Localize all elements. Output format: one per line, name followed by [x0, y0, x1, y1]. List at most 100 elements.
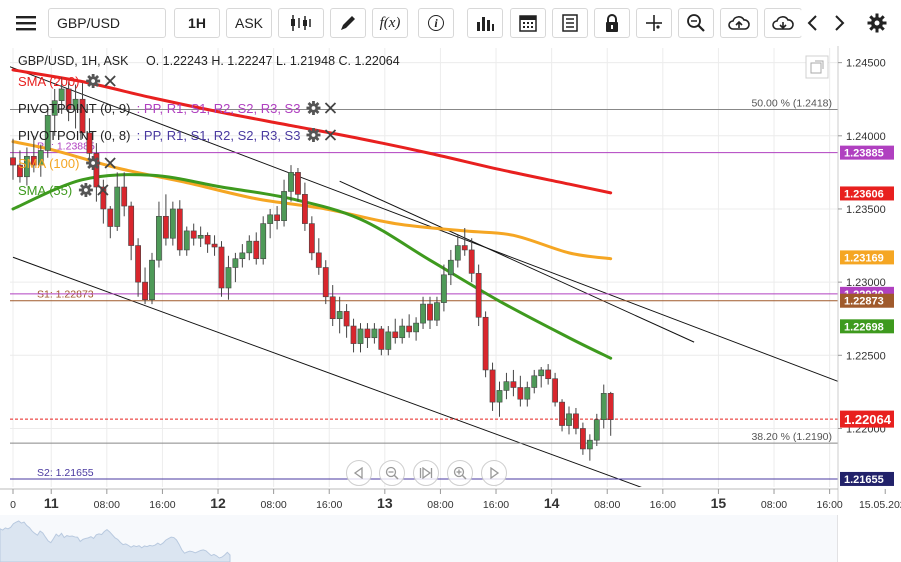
- candle-down: [301, 194, 308, 224]
- close-stroke: [97, 184, 109, 196]
- candle: [218, 241, 225, 297]
- timeframe-button[interactable]: 1H: [174, 8, 220, 38]
- candle: [190, 223, 197, 246]
- price-tag: 1.22064: [840, 410, 894, 428]
- candle: [447, 249, 454, 286]
- time-tick-label: 08:00: [427, 499, 453, 511]
- instrument-title: GBP/USD, 1H, ASK: [18, 54, 129, 68]
- time-tick-label: 12: [210, 495, 226, 511]
- close-icon[interactable]: [324, 129, 337, 141]
- candle-up: [169, 208, 176, 239]
- navigator-strip[interactable]: [0, 515, 839, 562]
- navigator-area: [0, 520, 231, 562]
- candle: [93, 143, 100, 202]
- triangle-right-icon: [490, 467, 500, 479]
- candle: [301, 182, 308, 231]
- candle: [350, 318, 357, 353]
- candle-up: [503, 381, 510, 391]
- price-tag: 1.23606: [840, 186, 894, 201]
- gear-icon[interactable]: [78, 183, 93, 197]
- reset-view-button[interactable]: [413, 460, 439, 486]
- zoom-button[interactable]: [678, 8, 714, 38]
- candle-up: [149, 259, 155, 300]
- candle-up: [538, 369, 545, 377]
- zoom-out-button[interactable]: [379, 460, 405, 486]
- gear-hole: [91, 161, 96, 165]
- cloud-upload-icon: [728, 16, 750, 30]
- nav-back-button[interactable]: [346, 460, 372, 486]
- fx-label: f(x): [379, 14, 401, 31]
- document-button[interactable]: [552, 8, 588, 38]
- close-icon[interactable]: [104, 75, 116, 87]
- scroll-left-button[interactable]: [801, 8, 823, 38]
- candle: [517, 375, 524, 407]
- download-button[interactable]: [764, 8, 802, 38]
- candle: [531, 369, 538, 394]
- candle-up: [434, 302, 440, 321]
- candle: [489, 362, 496, 411]
- time-tick-label: 08:00: [594, 499, 620, 511]
- info-button[interactable]: i: [418, 8, 454, 38]
- candle-up: [454, 245, 461, 261]
- trend-line: [12, 256, 642, 487]
- time-tick-label: 08:00: [94, 499, 120, 511]
- indicators-button[interactable]: f(x): [372, 8, 408, 38]
- candle: [197, 226, 204, 248]
- gear-icon[interactable]: [306, 101, 321, 115]
- close-icon[interactable]: [324, 102, 337, 114]
- menu-button[interactable]: [8, 8, 44, 38]
- nav-forward-button[interactable]: [481, 460, 507, 486]
- price-tag-label: 1.23606: [844, 188, 884, 200]
- calendar-icon: [519, 15, 537, 32]
- price-type-button[interactable]: ASK: [226, 8, 272, 38]
- time-tick-label: 0: [10, 499, 16, 511]
- lock-button[interactable]: [594, 8, 630, 38]
- candle: [169, 201, 176, 246]
- gear-icon[interactable]: [306, 128, 321, 142]
- candle-down: [30, 155, 37, 166]
- indicator-label: PIVOTPOINT (0, 8): [18, 128, 130, 143]
- scroll-right-button[interactable]: [829, 8, 851, 38]
- chart-type-button[interactable]: [278, 8, 324, 38]
- candle: [461, 227, 468, 256]
- candle: [107, 206, 114, 239]
- candle-up: [281, 191, 287, 221]
- gear-hole: [84, 188, 88, 192]
- candle-down: [406, 325, 413, 333]
- price-tag-box: [840, 250, 894, 265]
- draw-button[interactable]: [330, 8, 366, 38]
- candle: [58, 77, 65, 114]
- candle: [559, 399, 565, 432]
- zoom-in-button[interactable]: [447, 460, 473, 486]
- candle: [586, 434, 593, 461]
- upload-button[interactable]: [720, 8, 758, 38]
- candle: [225, 255, 232, 300]
- indicator-legend: SMA (200) PIVOTPOINT (0, 9): PP, R1, S1, …: [18, 74, 337, 198]
- candle-up: [37, 150, 44, 166]
- candle: [315, 238, 322, 275]
- candle: [267, 208, 274, 239]
- price-tag-label: 1.21655: [844, 474, 884, 486]
- calendar-button[interactable]: [510, 8, 546, 38]
- candle-up: [371, 328, 378, 339]
- candle-up: [447, 259, 454, 276]
- volume-button[interactable]: [467, 8, 503, 38]
- candle: [538, 367, 545, 388]
- candle: [579, 422, 586, 455]
- level-label: 50.00 % (1.2418): [751, 97, 832, 109]
- trend-line: [10, 66, 838, 382]
- gear-icon[interactable]: [86, 74, 101, 88]
- gear-icon[interactable]: [86, 156, 101, 170]
- close-icon[interactable]: [97, 184, 109, 196]
- symbol-selector[interactable]: GBP/USD: [48, 8, 166, 38]
- close-icon[interactable]: [104, 157, 116, 169]
- candle-down: [392, 331, 399, 339]
- time-axis: 0 11 08:00 16:00 12 08:00 16:00 13 08:00 16:00 14 0…: [0, 488, 901, 511]
- info-icon: i: [428, 15, 444, 31]
- close-stroke: [324, 102, 337, 114]
- settings-button[interactable]: [862, 8, 892, 38]
- candle-up: [440, 274, 447, 303]
- popout-button[interactable]: [805, 55, 829, 79]
- crosshair-button[interactable]: [636, 8, 672, 38]
